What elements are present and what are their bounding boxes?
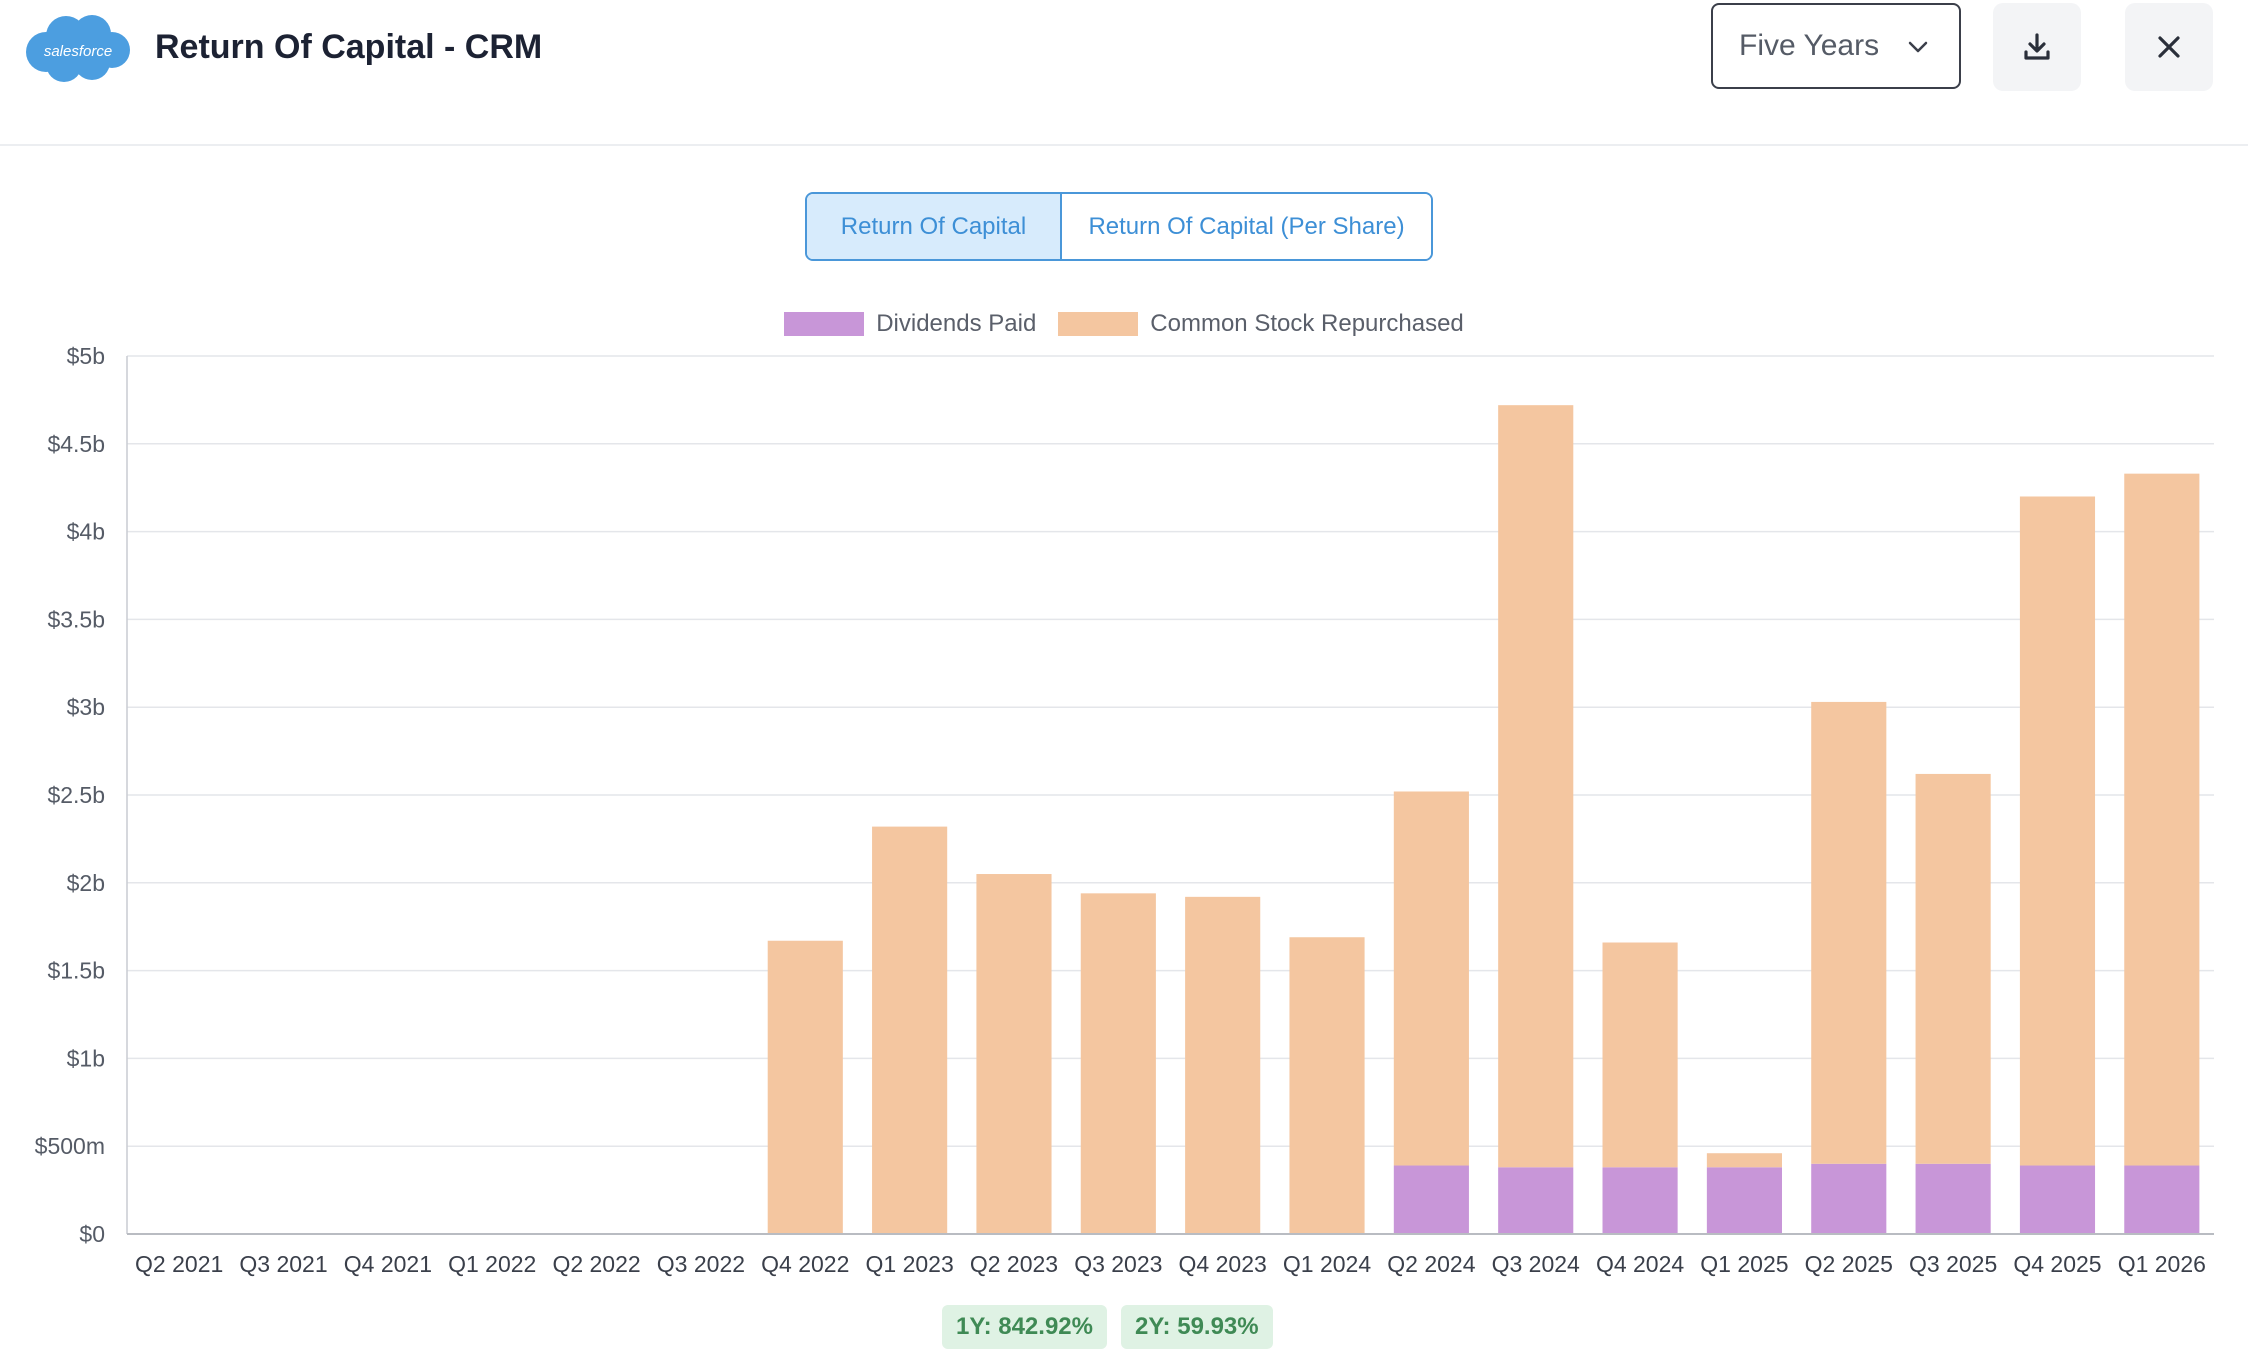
page-title: Return Of Capital - CRM	[155, 28, 543, 66]
x-tick-label: Q1 2025	[1700, 1251, 1788, 1277]
chart-type-tabs: Return Of Capital Return Of Capital (Per…	[805, 192, 1433, 261]
x-tick-label: Q1 2024	[1283, 1251, 1371, 1277]
y-tick-label: $2b	[67, 870, 105, 896]
bar-dividends-paid	[1915, 1163, 1991, 1234]
bar-common-stock-repurchased	[1080, 893, 1156, 1234]
legend-swatch-dividends	[784, 312, 865, 336]
y-tick-label: $1b	[67, 1045, 105, 1071]
chevron-down-icon	[1908, 41, 1928, 53]
bar-common-stock-repurchased	[1706, 1153, 1782, 1168]
bar-common-stock-repurchased	[2124, 473, 2200, 1166]
x-tick-label: Q4 2024	[1596, 1251, 1684, 1277]
legend-item-dividends[interactable]: Dividends Paid	[784, 310, 1036, 338]
bar-dividends-paid	[1706, 1167, 1782, 1234]
x-tick-label: Q2 2025	[1805, 1251, 1893, 1277]
return-of-capital-chart: $0 $500m $1b $1.5b $2b $2.5b $3b $3.5b $4b $4.5b $…	[35, 343, 2214, 1277]
x-tick-label: Q1 2022	[448, 1251, 536, 1277]
x-tick-label: Q3 2024	[1492, 1251, 1580, 1277]
x-tick-label: Q4 2023	[1179, 1251, 1267, 1277]
bar-common-stock-repurchased	[1393, 791, 1469, 1166]
download-icon	[2024, 33, 2050, 60]
period-select-value: Five Years	[1739, 29, 1880, 62]
growth-badge-2y: 2Y: 59.93%	[1120, 1305, 1273, 1349]
y-tick-label: $2.5b	[47, 782, 105, 808]
bar-common-stock-repurchased	[767, 940, 843, 1234]
y-tick-label: $5b	[67, 343, 105, 369]
y-tick-label: $3b	[67, 694, 105, 720]
y-tick-label: $0	[79, 1221, 105, 1247]
x-tick-label: Q4 2022	[761, 1251, 849, 1277]
chart-legend: Dividends Paid Common Stock Repurchased	[0, 306, 2248, 342]
growth-badges: 1Y: 842.92% 2Y: 59.93%	[942, 1305, 1273, 1349]
legend-item-buybacks[interactable]: Common Stock Repurchased	[1058, 310, 1464, 338]
bar-common-stock-repurchased	[1289, 937, 1365, 1234]
bar-common-stock-repurchased	[872, 826, 948, 1234]
x-tick-label: Q3 2022	[657, 1251, 745, 1277]
bar-common-stock-repurchased	[1185, 896, 1261, 1234]
y-tick-label: $3.5b	[47, 606, 105, 632]
growth-badge-1y: 1Y: 842.92%	[942, 1305, 1107, 1349]
legend-swatch-buybacks	[1058, 312, 1139, 336]
legend-label-dividends: Dividends Paid	[876, 310, 1037, 337]
legend-label-buybacks: Common Stock Repurchased	[1150, 310, 1464, 337]
bar-common-stock-repurchased	[1915, 773, 1991, 1164]
bar-common-stock-repurchased	[1811, 701, 1887, 1164]
tab-return-of-capital-per-share[interactable]: Return Of Capital (Per Share)	[1062, 194, 1431, 259]
x-tick-label: Q2 2022	[552, 1251, 640, 1277]
bar-dividends-paid	[2124, 1165, 2200, 1234]
salesforce-logo: salesforce	[26, 15, 130, 82]
x-tick-label: Q2 2024	[1387, 1251, 1475, 1277]
x-tick-label: Q1 2023	[866, 1251, 954, 1277]
tab-return-of-capital[interactable]: Return Of Capital	[807, 194, 1062, 259]
x-tick-label: Q3 2021	[239, 1251, 327, 1277]
svg-text:salesforce: salesforce	[44, 43, 112, 60]
close-button[interactable]	[2125, 3, 2213, 91]
bar-common-stock-repurchased	[2019, 496, 2096, 1166]
bar-dividends-paid	[1811, 1163, 1887, 1234]
y-tick-label: $4.5b	[47, 431, 105, 457]
x-tick-label: Q4 2025	[2013, 1251, 2101, 1277]
y-tick-label: $4b	[67, 519, 105, 545]
bar-common-stock-repurchased	[1498, 405, 1574, 1168]
x-tick-label: Q2 2023	[970, 1251, 1058, 1277]
y-tick-label: $1.5b	[47, 958, 105, 984]
x-tick-label: Q4 2021	[344, 1251, 432, 1277]
bar-common-stock-repurchased	[1602, 942, 1678, 1168]
x-tick-label: Q3 2023	[1074, 1251, 1162, 1277]
bar-dividends-paid	[1393, 1165, 1469, 1234]
x-tick-label: Q3 2025	[1909, 1251, 1997, 1277]
chart-header: salesforce Return Of Capital - CRM Five …	[0, 0, 2248, 146]
bar-dividends-paid	[1602, 1167, 1678, 1234]
y-tick-label: $500m	[35, 1133, 105, 1159]
bar-dividends-paid	[1498, 1167, 1574, 1234]
bar-dividends-paid	[2019, 1165, 2096, 1234]
period-select[interactable]: Five Years	[1711, 3, 1961, 89]
x-tick-label: Q2 2021	[135, 1251, 223, 1277]
bar-common-stock-repurchased	[976, 874, 1052, 1234]
x-tick-label: Q1 2026	[2118, 1251, 2206, 1277]
download-button[interactable]	[1993, 3, 2081, 91]
close-icon	[2158, 36, 2180, 58]
